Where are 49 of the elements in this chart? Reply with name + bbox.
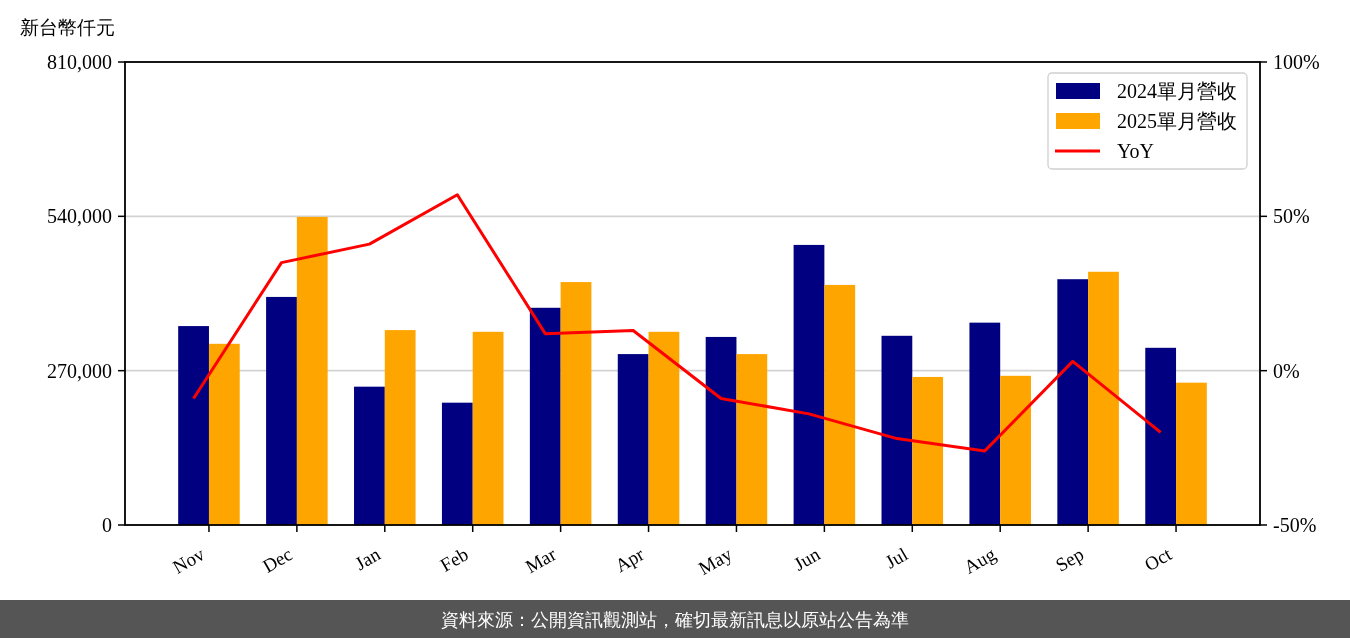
x-tick-label: Apr (611, 542, 649, 577)
bar (969, 322, 1001, 525)
y-axis-title: 新台幣仟元 (20, 17, 115, 38)
x-tick-label: May (694, 543, 736, 579)
bar (472, 331, 504, 525)
x-tick-label: Jun (790, 543, 824, 575)
x-tick-label: Jan (351, 543, 385, 575)
legend-label: 2024單月營收 (1117, 80, 1237, 102)
y2-tick-label: -50% (1273, 514, 1317, 536)
bar (881, 335, 913, 525)
bar (1057, 279, 1089, 525)
bar (560, 282, 592, 525)
y-tick-label: 0 (102, 514, 112, 536)
x-tick-label: Feb (436, 543, 472, 576)
bar (441, 402, 473, 525)
bar (266, 296, 297, 525)
bar (1088, 271, 1119, 525)
bar (354, 386, 385, 525)
bar (529, 307, 561, 525)
x-tick-label: Jul (881, 543, 912, 573)
y-tick-label: 270,000 (47, 359, 112, 382)
x-tick-label: Sep (1051, 543, 1088, 576)
y2-tick-label: 100% (1273, 51, 1320, 73)
bar (208, 343, 240, 525)
y2-tick-label: 0% (1273, 359, 1300, 382)
x-tick-label: Oct (1140, 542, 1176, 576)
bar (1176, 382, 1207, 525)
x-tick-label: Dec (258, 543, 296, 577)
bar (1145, 347, 1177, 525)
x-tick-label: Nov (169, 543, 209, 578)
legend-label: YoY (1117, 140, 1154, 162)
bar (912, 376, 944, 525)
bar (793, 244, 825, 525)
y-tick-label: 540,000 (47, 205, 112, 228)
bar (648, 331, 680, 525)
bar (617, 354, 649, 525)
y-tick-label: 810,000 (47, 51, 112, 73)
bar (1000, 375, 1031, 525)
y2-tick-label: 50% (1273, 205, 1310, 228)
bar (705, 336, 737, 525)
bar (178, 326, 209, 525)
x-tick-label: Aug (960, 543, 1000, 578)
source-note: 資料來源：公開資訊觀測站，確切最新訊息以原站公告為準 (441, 610, 909, 630)
x-tick-label: Mar (521, 542, 561, 578)
bar (296, 216, 328, 525)
legend-label: 2025單月營收 (1117, 110, 1237, 132)
bar (824, 284, 856, 525)
bar (384, 330, 416, 525)
bar (736, 354, 768, 525)
